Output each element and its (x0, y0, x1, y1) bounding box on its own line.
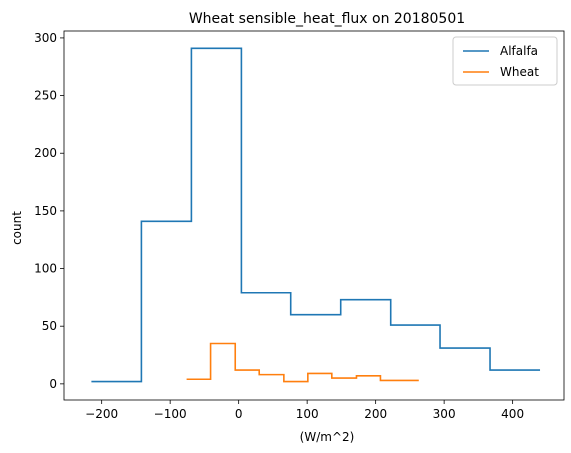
chart-title: Wheat sensible_heat_flux on 20180501 (189, 11, 465, 27)
series-line-alfalfa (91, 47, 541, 383)
y-tick-label: 200 (34, 146, 57, 160)
x-tick-label: 0 (235, 407, 243, 421)
x-axis-label: (W/m^2) (300, 430, 355, 444)
x-axis: −200 −100 0 100 200 300 400 (85, 400, 524, 421)
series-line-wheat (186, 342, 419, 383)
x-tick-label: −200 (85, 407, 118, 421)
y-tick-label: 300 (34, 31, 57, 45)
plot-frame (63, 30, 565, 401)
y-tick-label: 150 (34, 204, 57, 218)
y-tick-label: 250 (34, 89, 57, 103)
legend-label-alfalfa: Alfalfa (500, 44, 538, 58)
plot-area (63, 30, 565, 401)
series-layer (91, 47, 541, 383)
legend-label-wheat: Wheat (500, 65, 539, 79)
legend: Alfalfa Wheat (452, 36, 558, 86)
x-tick-label: 400 (501, 407, 524, 421)
x-tick-label: 200 (364, 407, 387, 421)
x-tick-label: −100 (154, 407, 187, 421)
y-axis: 0 50 100 150 200 250 300 (34, 31, 64, 391)
y-tick-label: 100 (34, 262, 57, 276)
y-axis-label: count (10, 211, 24, 245)
y-tick-label: 50 (42, 319, 57, 333)
x-tick-label: 100 (296, 407, 319, 421)
y-tick-label: 0 (49, 377, 57, 391)
legend-box (452, 36, 558, 86)
x-tick-label: 300 (433, 407, 456, 421)
